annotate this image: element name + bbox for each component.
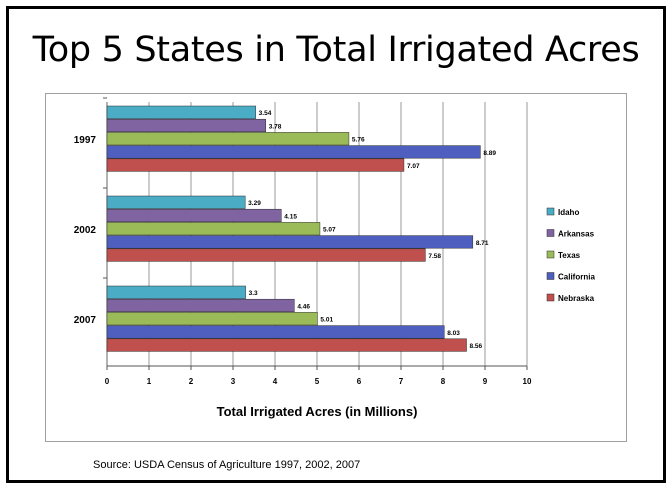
bar-data-label: 8.71 xyxy=(476,240,489,247)
bar-idaho xyxy=(106,195,246,209)
legend-swatch-arkansas xyxy=(546,229,555,237)
legend-label: Arkansas xyxy=(558,230,595,239)
bar-data-label: 3.78 xyxy=(269,123,282,130)
bar-data-label: 8.56 xyxy=(470,343,483,350)
x-tick-label: 6 xyxy=(357,377,362,386)
legend-label: Idaho xyxy=(558,208,579,217)
legend-swatch-nebraska xyxy=(546,293,555,302)
bar-data-label: 5.07 xyxy=(323,227,336,234)
x-tick-label: 0 xyxy=(105,377,110,386)
x-tick-label: 5 xyxy=(315,377,320,386)
bar-texas xyxy=(106,312,318,326)
bar-california xyxy=(106,145,481,159)
bar-data-label: 7.07 xyxy=(407,163,420,170)
bar-nebraska xyxy=(106,248,426,262)
bar-arkansas xyxy=(106,298,295,313)
bar-data-label: 7.58 xyxy=(428,253,441,260)
bar-data-label: 8.03 xyxy=(447,330,460,337)
x-tick-label: 8 xyxy=(441,377,446,386)
bar-data-label: 5.01 xyxy=(320,317,333,324)
legend-label: Texas xyxy=(558,251,581,260)
bar-arkansas xyxy=(106,208,282,223)
legend-label: Nebraska xyxy=(558,294,595,303)
bar-data-label: 8.89 xyxy=(483,150,496,157)
y-category-label: 2002 xyxy=(74,225,97,236)
bar-data-label: 3.54 xyxy=(259,110,272,117)
legend-swatch-california xyxy=(546,272,555,280)
x-axis-title: Total Irrigated Acres (in Millions) xyxy=(217,404,418,419)
legend-swatch-texas xyxy=(546,250,555,259)
bar-data-label: 3.3 xyxy=(249,290,258,297)
x-tick-label: 10 xyxy=(523,377,532,386)
source-note: Source: USDA Census of Agriculture 1997,… xyxy=(93,459,361,471)
bar-texas xyxy=(106,132,350,146)
bar-data-label: 4.15 xyxy=(284,213,297,220)
bar-data-label: 5.76 xyxy=(352,137,365,144)
bar-idaho xyxy=(106,285,246,299)
x-tick-label: 2 xyxy=(189,377,194,386)
legend-label: California xyxy=(558,273,595,282)
x-tick-label: 7 xyxy=(399,377,404,386)
x-tick-label: 1 xyxy=(147,377,152,386)
bar-california xyxy=(106,325,445,339)
x-tick-label: 3 xyxy=(231,377,236,386)
bar-data-label: 4.46 xyxy=(297,303,310,310)
bar-data-label: 3.29 xyxy=(248,200,261,207)
legend-swatch-idaho xyxy=(546,207,555,216)
bar-texas xyxy=(106,222,321,236)
bar-california xyxy=(106,235,474,249)
y-category-label: 2007 xyxy=(74,315,97,326)
bar-arkansas xyxy=(106,118,267,133)
bar-nebraska xyxy=(106,338,467,352)
bar-nebraska xyxy=(106,158,405,172)
bar-idaho xyxy=(106,105,256,119)
slide-title: Top 5 States in Total Irrigated Acres xyxy=(32,30,640,70)
y-category-label: 1997 xyxy=(74,135,97,146)
x-tick-label: 4 xyxy=(273,377,278,386)
x-tick-label: 9 xyxy=(483,377,488,386)
